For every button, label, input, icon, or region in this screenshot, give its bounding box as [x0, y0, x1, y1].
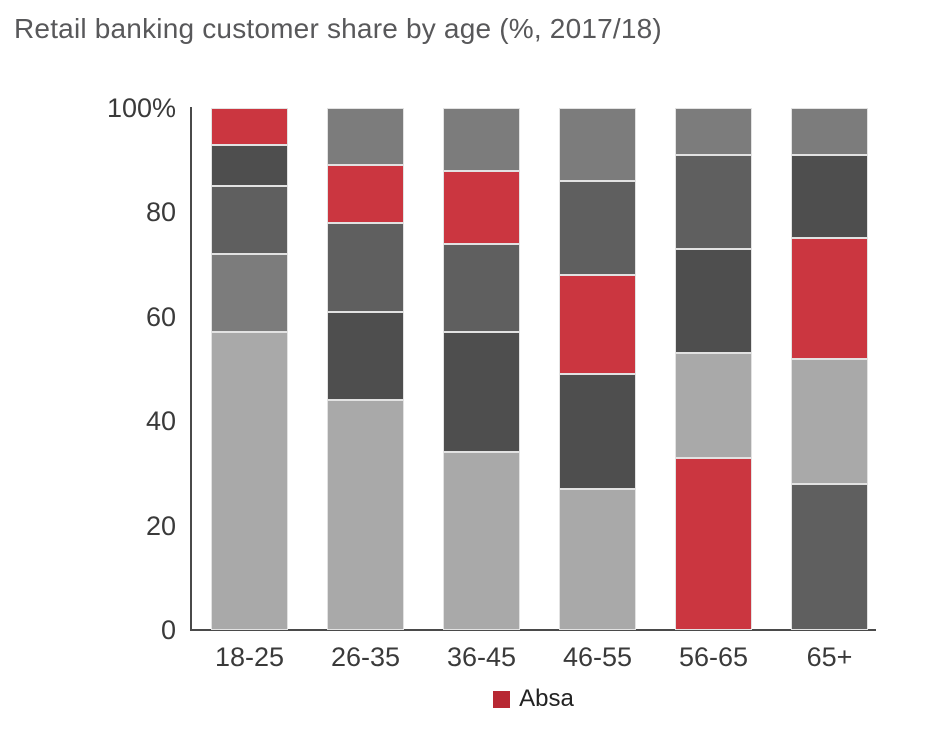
- segment-absa: [327, 165, 404, 223]
- bar-36-45: [443, 108, 520, 630]
- segment-gray-dark: [443, 332, 520, 453]
- legend-label: Absa: [519, 685, 574, 712]
- x-axis-label: 56-65: [678, 642, 749, 672]
- segment-absa: [675, 457, 752, 630]
- segment-gray-middark: [211, 186, 288, 255]
- x-axis-label: 46-55: [562, 642, 633, 672]
- segment-gray-middark: [443, 243, 520, 333]
- bar-56-65: [675, 108, 752, 630]
- segment-gray-mid: [443, 108, 520, 171]
- bar-18-25: [211, 108, 288, 630]
- x-axis-label: 65+: [806, 642, 853, 672]
- segment-absa: [211, 108, 288, 145]
- bar-26-35: [327, 108, 404, 630]
- y-tick-label: 0: [160, 615, 176, 645]
- segment-gray-dark: [327, 311, 404, 401]
- segment-gray-light: [327, 400, 404, 630]
- y-tick-label: 20: [145, 510, 176, 541]
- segment-gray-light: [559, 489, 636, 630]
- y-tick-label: 60: [145, 301, 176, 332]
- segment-gray-light: [211, 332, 288, 630]
- segment-gray-middark: [327, 222, 404, 312]
- bar-46-55: [559, 108, 636, 630]
- segment-gray-middark: [675, 154, 752, 249]
- segment-gray-middark: [559, 181, 636, 276]
- segment-gray-mid: [791, 108, 868, 155]
- segment-gray-mid: [559, 108, 636, 182]
- segment-gray-light: [791, 358, 868, 484]
- segment-absa: [791, 238, 868, 359]
- segment-gray-dark: [211, 144, 288, 187]
- segment-gray-light: [675, 353, 752, 458]
- segment-gray-mid: [675, 108, 752, 155]
- y-tick-label: 100%: [106, 93, 176, 123]
- legend-swatch-absa: [493, 690, 511, 708]
- legend: Absa: [192, 683, 875, 715]
- segment-gray-mid: [327, 108, 404, 166]
- segment-gray-middark: [791, 483, 868, 630]
- bar-65+: [791, 108, 868, 630]
- segment-absa: [443, 170, 520, 244]
- plot-area: [190, 107, 876, 631]
- segment-gray-dark: [675, 248, 752, 354]
- segment-gray-dark: [559, 374, 636, 490]
- x-axis-label: 36-45: [446, 642, 517, 672]
- segment-absa: [559, 275, 636, 375]
- segment-gray-mid: [211, 254, 288, 333]
- y-tick-label: 80: [145, 197, 176, 228]
- segment-gray-light: [443, 452, 520, 630]
- y-tick-label: 40: [145, 406, 176, 437]
- page-title: Retail banking customer share by age (%,…: [14, 13, 662, 44]
- segment-gray-dark: [791, 154, 868, 239]
- x-axis-label: 26-35: [330, 642, 401, 672]
- x-axis-label: 18-25: [214, 642, 285, 672]
